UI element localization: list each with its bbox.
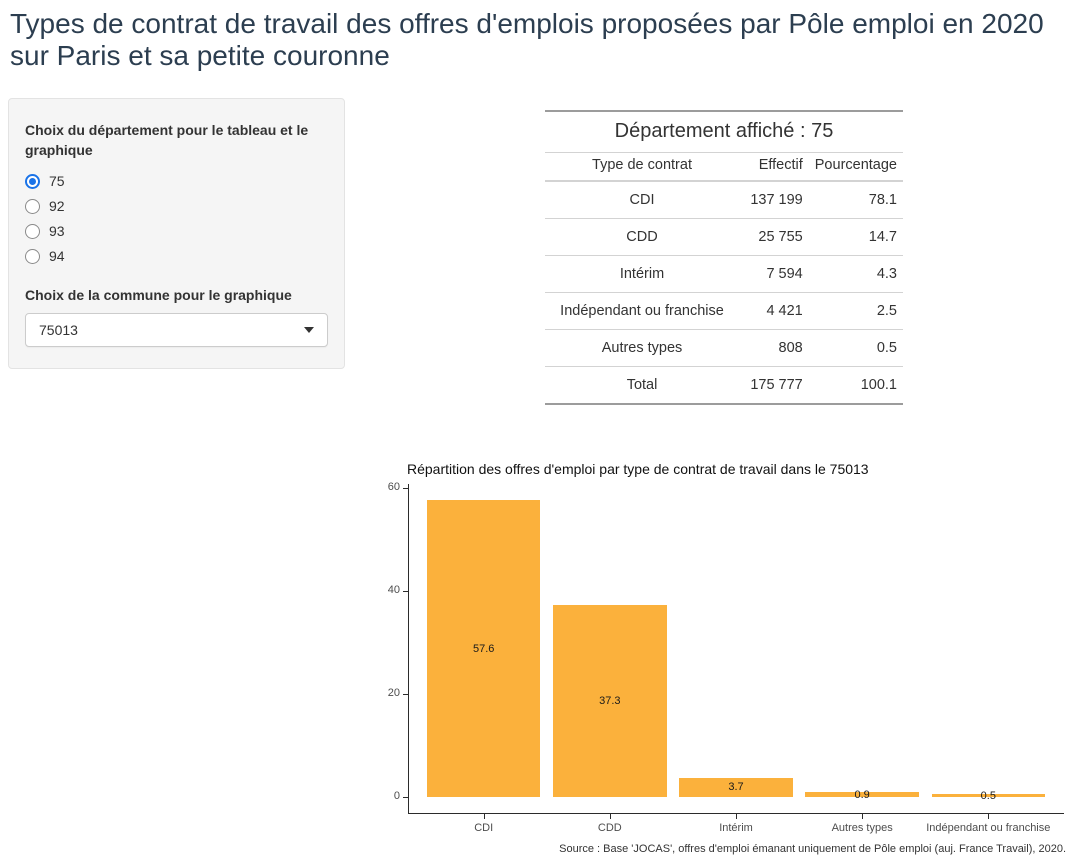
bar-cdd bbox=[553, 604, 667, 797]
y-tick-mark bbox=[403, 797, 408, 798]
x-category-label: Autres types bbox=[831, 822, 893, 834]
cell-effectif: 808 bbox=[739, 329, 809, 367]
x-tick-mark bbox=[736, 814, 737, 819]
x-axis-line bbox=[408, 813, 1064, 814]
cell-pourcentage: 100.1 bbox=[860, 377, 897, 393]
x-tick-mark bbox=[609, 814, 611, 819]
summary-table: Département affiché : 75 Type de contrat… bbox=[545, 110, 903, 405]
table-row-cdd: CDD 25 755 14.7 bbox=[545, 218, 903, 256]
radio-option-75[interactable]: 75 bbox=[25, 169, 328, 194]
cell-type: Intérim bbox=[545, 255, 740, 293]
cell-pourcentage: 0.5 bbox=[808, 329, 903, 367]
radio-option-93[interactable]: 93 bbox=[25, 219, 328, 244]
y-tick-label: 0 bbox=[393, 790, 400, 802]
cell-pourcentage: 78.1 bbox=[808, 181, 903, 219]
commune-select-label: Choix de la commune pour le graphique bbox=[25, 286, 292, 303]
bar-cdi bbox=[426, 500, 541, 797]
plot-area: 0 20 40 60 57.6 CDI 37.3 CDD 3.7 Intérim 0.9 Autres… bbox=[388, 481, 1064, 834]
dept-radio-group: 75 92 93 94 bbox=[25, 169, 328, 269]
y-axis-line bbox=[408, 484, 409, 814]
cell-type: CDI bbox=[545, 181, 740, 219]
column-header-type: Type de contrat bbox=[545, 152, 740, 182]
chevron-down-icon bbox=[304, 326, 314, 333]
radio-option-92[interactable]: 92 bbox=[25, 194, 328, 219]
cell-pourcentage: 2.5 bbox=[808, 292, 903, 330]
y-tick-label: 60 bbox=[387, 481, 400, 493]
radio-option-label: 75 bbox=[49, 173, 65, 190]
radio-unselected-icon[interactable] bbox=[25, 223, 40, 239]
cell-effectif: 175 777 bbox=[750, 377, 803, 393]
radio-selected-icon[interactable] bbox=[25, 173, 40, 189]
dept-radio-group-label: Choix du département pour le tableau et … bbox=[25, 122, 309, 159]
y-tick-mark bbox=[403, 694, 408, 695]
cell-pourcentage: 14.7 bbox=[808, 218, 903, 256]
commune-select-value: 75013 bbox=[39, 321, 78, 338]
table-row-autres-types: Autres types 808 0.5 bbox=[545, 329, 903, 367]
cell-effectif: 4 421 bbox=[739, 292, 809, 330]
radio-option-94[interactable]: 94 bbox=[25, 244, 328, 269]
radio-option-label: 93 bbox=[49, 223, 65, 240]
table-header-row: Type de contrat Effectif Pourcentage bbox=[545, 152, 903, 182]
column-header-effectif: Effectif bbox=[739, 152, 809, 182]
x-category-label: CDD bbox=[597, 822, 622, 834]
cell-pourcentage: 4.3 bbox=[808, 255, 903, 293]
bar-value-label: 0.9 bbox=[854, 788, 870, 801]
chart-source-caption: Source : Base 'JOCAS', offres d'emploi é… bbox=[559, 843, 1066, 855]
cell-type: Indépendant ou franchise bbox=[545, 292, 740, 330]
x-tick-mark bbox=[862, 814, 864, 819]
cell-effectif: 25 755 bbox=[739, 218, 809, 256]
cell-effectif: 137 199 bbox=[739, 181, 809, 219]
table-row-independant-ou-franchise: Indépendant ou franchise 4 421 2.5 bbox=[545, 292, 903, 330]
y-tick-label: 20 bbox=[387, 687, 400, 699]
bar-independant-ou-franchise bbox=[931, 794, 1046, 797]
bar-value-label: 0.5 bbox=[980, 789, 996, 802]
radio-option-label: 94 bbox=[49, 248, 65, 265]
bar-value-label: 3.7 bbox=[728, 781, 744, 794]
radio-unselected-icon[interactable] bbox=[25, 198, 40, 214]
y-tick-mark bbox=[403, 488, 408, 489]
cell-type: Autres types bbox=[545, 329, 740, 367]
bar-autres-types bbox=[805, 792, 919, 797]
x-category-label: Indépendant ou franchise bbox=[926, 822, 1051, 834]
x-category-label: Intérim bbox=[719, 822, 753, 834]
bar-interim bbox=[679, 777, 793, 797]
radio-unselected-icon[interactable] bbox=[25, 248, 40, 264]
x-tick-mark bbox=[988, 814, 990, 819]
table-title: Département affiché : 75 bbox=[545, 111, 903, 153]
column-header-pourcentage: Pourcentage bbox=[808, 152, 903, 182]
radio-option-label: 92 bbox=[49, 198, 65, 215]
commune-select[interactable]: 75013 bbox=[25, 312, 328, 347]
cell-effectif: 7 594 bbox=[739, 255, 809, 293]
cell-type: CDD bbox=[545, 218, 740, 256]
bar-value-label: 37.3 bbox=[599, 694, 621, 707]
cell-type: Total bbox=[626, 377, 658, 393]
table-row-interim: Intérim 7 594 4.3 bbox=[545, 255, 903, 293]
table-row-total: Total 175 777 100.1 bbox=[545, 367, 903, 405]
table-row-cdi: CDI 137 199 78.1 bbox=[545, 181, 903, 219]
x-category-label: CDI bbox=[474, 822, 494, 834]
y-tick-label: 40 bbox=[387, 584, 400, 596]
y-tick-mark bbox=[403, 591, 408, 592]
sidebar-panel: Choix du département pour le tableau et … bbox=[8, 98, 345, 369]
bar-value-label: 57.6 bbox=[472, 642, 495, 655]
chart-title: Répartition des offres d'emploi par type… bbox=[407, 461, 869, 477]
x-tick-mark bbox=[483, 814, 485, 819]
bar-chart: Répartition des offres d'emploi par type… bbox=[385, 455, 1075, 866]
page-title: Types de contrat de travail des offres d… bbox=[10, 8, 1044, 72]
